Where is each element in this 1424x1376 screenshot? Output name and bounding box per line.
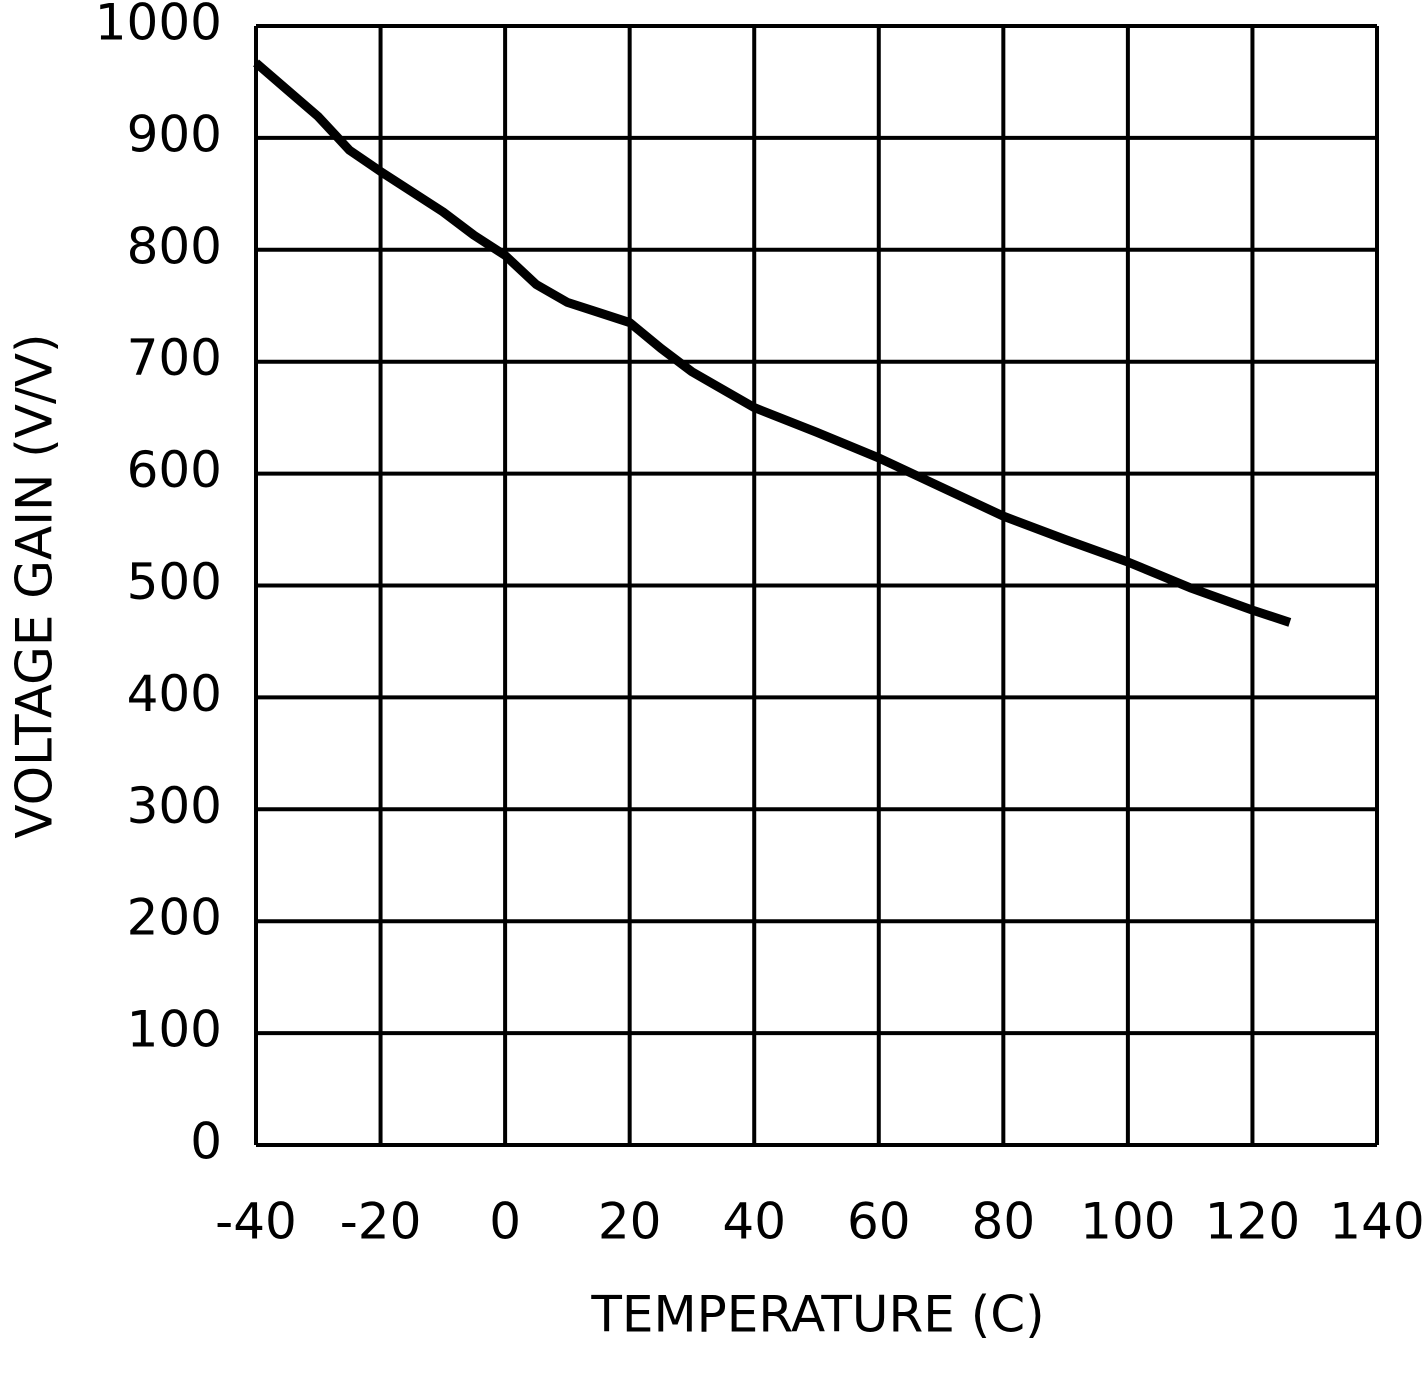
y-tick-label: 100 [127,1001,222,1059]
y-tick-label: 900 [127,105,222,163]
y-tick-label: 0 [190,1113,222,1171]
y-tick-label: 1000 [95,0,222,52]
y-axis-label: VOLTAGE GAIN (V/V) [6,333,64,838]
y-tick-label: 500 [127,553,222,611]
x-tick-label: -20 [340,1193,422,1251]
x-tick-label: 60 [847,1193,911,1251]
y-tick-label: 600 [127,441,222,499]
y-tick-label: 400 [127,665,222,723]
y-tick-label: 700 [127,329,222,387]
x-tick-label: 40 [722,1193,786,1251]
x-tick-label: 120 [1205,1193,1300,1251]
x-tick-label: 20 [598,1193,662,1251]
x-tick-label: 140 [1329,1193,1424,1251]
x-tick-label: -40 [215,1193,297,1251]
data-line [253,59,1292,627]
x-tick-label: 100 [1080,1193,1175,1251]
y-tick-label: 300 [127,777,222,835]
y-tick-label: 800 [127,217,222,275]
x-tick-label: 0 [489,1193,521,1251]
y-tick-label: 200 [127,889,222,947]
x-tick-label: 80 [972,1193,1036,1251]
x-axis-label: TEMPERATURE (C) [590,1286,1044,1344]
